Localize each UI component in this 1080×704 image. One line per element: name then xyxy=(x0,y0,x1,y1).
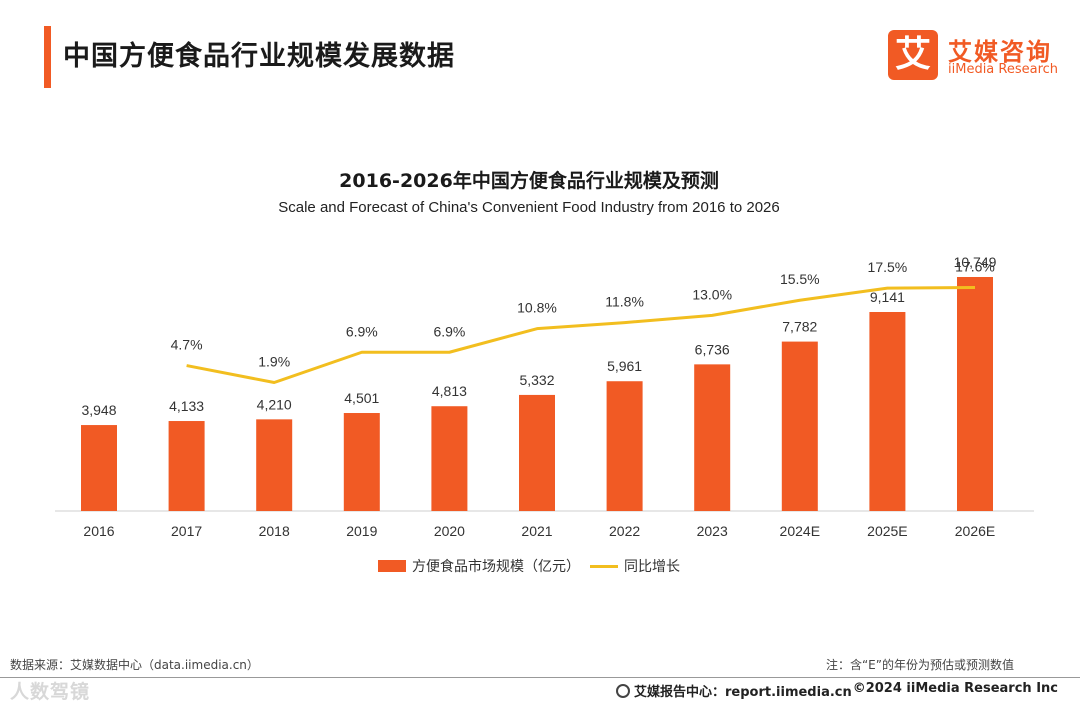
footer-copyright: ©2024 iiMedia Research Inc xyxy=(852,681,1058,696)
legend-label-market-size: 方便食品市场规模（亿元） xyxy=(412,559,580,575)
bar-2022 xyxy=(606,381,643,511)
bar-2025E xyxy=(869,312,906,511)
bar-2017 xyxy=(168,421,205,511)
growth-label-2022: 11.8% xyxy=(605,294,644,310)
growth-label-2019: 6.9% xyxy=(346,323,378,339)
growth-label-2023: 13.0% xyxy=(692,286,732,302)
bar-2021 xyxy=(519,394,555,511)
growth-label-2026E: 17.6% xyxy=(955,259,995,275)
bar-label-2019: 4,501 xyxy=(344,390,379,406)
chart-title: 2016-2026年中国方便食品行业规模及预测 xyxy=(339,170,719,192)
bar-2020 xyxy=(431,406,468,511)
chart-legend: 方便食品市场规模（亿元） 同比增长 xyxy=(0,556,1058,576)
growth-line xyxy=(186,286,976,385)
footer-watermark: 人数驾镜 xyxy=(10,681,91,703)
bar-2016 xyxy=(81,425,117,511)
bar-label-2021: 5,332 xyxy=(519,372,554,388)
footer-divider xyxy=(0,677,1080,678)
bar-label-2020: 4,813 xyxy=(432,383,467,399)
bar-label-2023: 6,736 xyxy=(695,341,730,357)
growth-label-2024E: 15.5% xyxy=(780,271,820,287)
logo-cn-text: 艾媒咨询 xyxy=(948,38,1052,66)
bar-label-2024E: 7,782 xyxy=(782,319,817,335)
footer-report-text: 艾媒报告中心：report.iimedia.cn xyxy=(634,685,852,700)
brand-logo: 艾 艾媒咨询 iiMedia Research xyxy=(888,30,1068,82)
page-title: 中国方便食品行业规模发展数据 xyxy=(63,41,455,72)
bar-label-2025E: 9,141 xyxy=(870,289,905,305)
legend-line-swatch xyxy=(590,564,618,568)
x-tick-2021: 2021 xyxy=(521,523,552,539)
x-tick-2017: 2017 xyxy=(171,523,202,539)
forecast-note: 注：含“E”的年份为预估或预测数值 xyxy=(825,658,1014,672)
growth-label-2020: 6.9% xyxy=(433,323,465,339)
x-tick-2016: 2016 xyxy=(83,523,114,539)
data-source: 数据来源：艾媒数据中心（data.iimedia.cn） xyxy=(10,658,259,672)
bar-label-2016: 3,948 xyxy=(81,402,116,418)
bar-label-2022: 5,961 xyxy=(607,358,642,374)
x-tick-2019: 2019 xyxy=(346,523,377,539)
legend-bar-swatch xyxy=(378,560,406,572)
title-accent-bar xyxy=(44,26,51,88)
logo-en-text: iiMedia Research xyxy=(948,62,1059,77)
x-tick-2018: 2018 xyxy=(259,523,290,539)
logo-mark: 艾 xyxy=(888,30,938,80)
legend-item-market-size: 方便食品市场规模（亿元） xyxy=(378,556,580,576)
bar-2023 xyxy=(694,364,731,511)
bar-label-2018: 4,210 xyxy=(257,396,292,412)
x-tick-2025E: 2025E xyxy=(867,523,907,539)
x-tick-2022: 2022 xyxy=(609,523,640,539)
globe-icon xyxy=(616,683,630,698)
bar-2019 xyxy=(343,413,380,511)
bar-label-2017: 4,133 xyxy=(169,398,204,414)
bar-2018 xyxy=(256,419,293,511)
x-tick-2020: 2020 xyxy=(434,523,465,539)
bar-label-2026E: 10,749 xyxy=(954,254,997,270)
x-tick-2023: 2023 xyxy=(697,523,728,539)
legend-label-growth: 同比增长 xyxy=(624,559,680,575)
chart-subtitle: Scale and Forecast of China's Convenient… xyxy=(278,199,780,216)
growth-label-2025E: 17.5% xyxy=(868,259,908,275)
bar-2026E xyxy=(957,277,993,511)
x-tick-2024E: 2024E xyxy=(780,523,820,539)
growth-label-2018: 1.9% xyxy=(258,354,290,370)
growth-label-2021: 10.8% xyxy=(517,300,557,316)
legend-item-growth: 同比增长 xyxy=(590,556,680,576)
growth-label-2017: 4.7% xyxy=(171,337,203,353)
bar-2024E xyxy=(781,341,818,511)
footer-report-link[interactable]: 艾媒报告中心：report.iimedia.cn xyxy=(616,681,852,700)
x-tick-2026E: 2026E xyxy=(955,523,995,539)
